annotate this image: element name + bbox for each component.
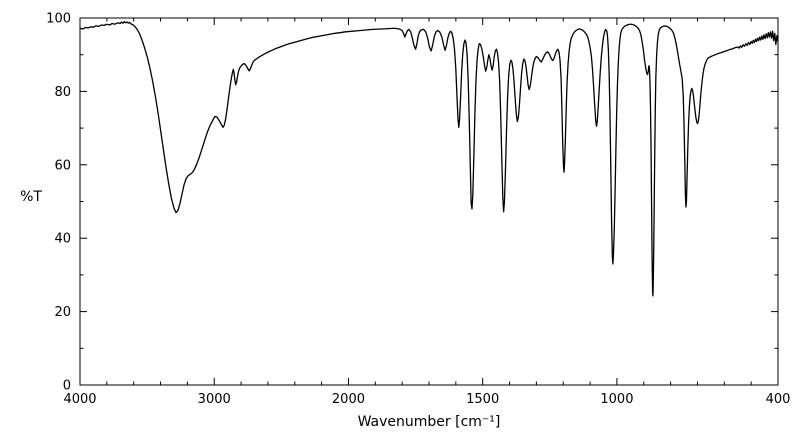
spectrum-curve xyxy=(79,21,779,297)
plot-axes xyxy=(79,17,779,386)
x-tick-label: 4000 xyxy=(63,392,96,407)
x-tick-label: 1500 xyxy=(466,392,499,407)
x-tick-label: 1000 xyxy=(600,392,633,407)
y-tick-label: 80 xyxy=(54,85,71,100)
y-tick-label: 100 xyxy=(46,12,71,27)
plot-border xyxy=(79,17,779,386)
x-tick-label: 3000 xyxy=(198,392,231,407)
spectrum-curve-layer xyxy=(79,21,779,297)
y-tick-label: 60 xyxy=(54,158,71,173)
x-tick-label: 400 xyxy=(766,392,791,407)
y-tick-label: 40 xyxy=(54,232,71,247)
y-axis-label: %T xyxy=(20,189,42,205)
y-tick-label: 20 xyxy=(54,305,71,320)
x-tick-label: 2000 xyxy=(332,392,365,407)
y-tick-label: 0 xyxy=(63,379,71,394)
x-axis-label: Wavenumber [cm⁻¹] xyxy=(358,414,501,430)
